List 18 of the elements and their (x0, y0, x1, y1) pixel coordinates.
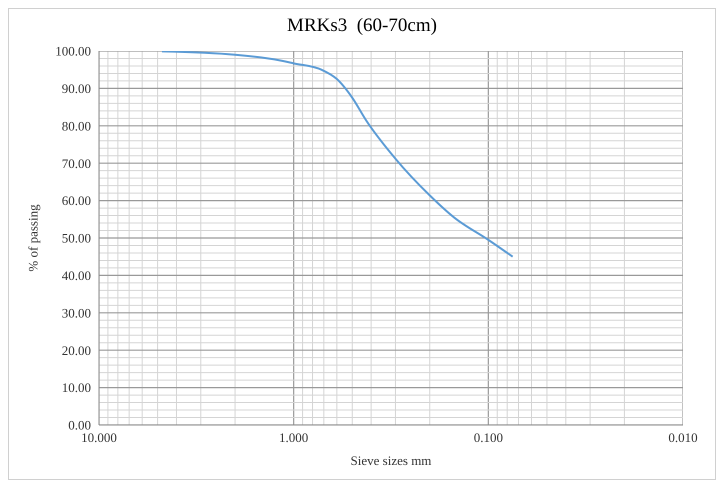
y-tick-label: 90.00 (62, 81, 91, 96)
y-tick-label: 30.00 (62, 305, 91, 320)
y-tick-label: 50.00 (62, 230, 91, 246)
chart-title: MRKs3 (60-70cm) (286, 15, 438, 38)
y-tick-label: 20.00 (62, 342, 91, 358)
x-axis-title: Sieve sizes mm (350, 453, 432, 468)
x-tick-label: 0.010 (668, 430, 698, 446)
y-tick-label: 10.00 (62, 380, 91, 396)
x-tick-label: 1.000 (279, 430, 308, 446)
y-axis-title: % of passing (26, 204, 41, 272)
y-tick-label: 70.00 (62, 156, 91, 171)
y-tick-label: 0.00 (68, 418, 91, 433)
y-tick-label: 100.00 (55, 44, 91, 59)
y-tick-label: 60.00 (62, 193, 91, 208)
x-tick-label: 0.100 (474, 430, 503, 446)
y-tick-label: 40.00 (62, 268, 91, 284)
x-tick-label: 10.000 (81, 430, 117, 446)
y-tick-label: 80.00 (62, 118, 91, 134)
